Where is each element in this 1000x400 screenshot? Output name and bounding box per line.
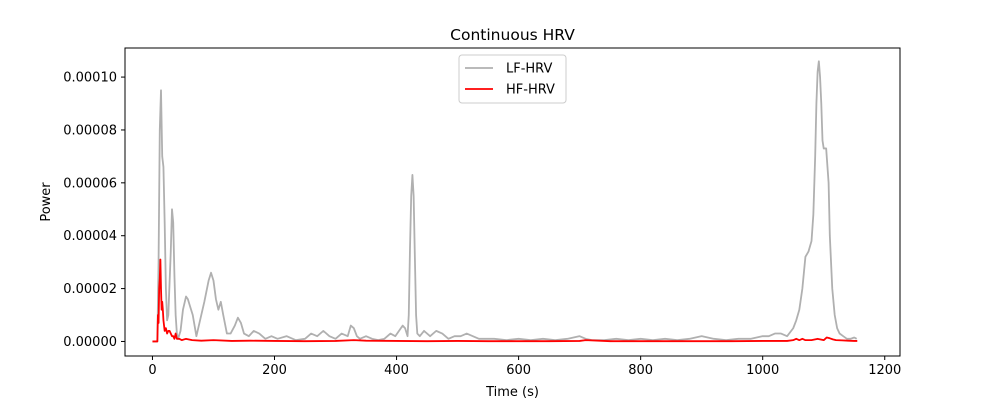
- x-tick-label: 1200: [868, 363, 901, 378]
- x-tick-label: 1000: [746, 363, 779, 378]
- y-tick-label: 0.00002: [63, 282, 117, 297]
- y-axis-label: Power: [39, 182, 54, 222]
- legend: LF-HRV HF-HRV: [458, 54, 567, 104]
- legend-box: [458, 54, 567, 104]
- chart-title: Continuous HRV: [450, 26, 575, 44]
- y-axis-ticks: 0.00000 0.00002 0.00004 0.00006 0.00008 0.000…: [63, 71, 125, 350]
- y-tick-label: 0.00006: [63, 176, 117, 191]
- x-axis-label: Time (s): [485, 385, 539, 400]
- y-tick-label: 0.00004: [63, 229, 117, 244]
- series-layer: [152, 60, 858, 343]
- y-tick-label: 0.00000: [63, 335, 117, 350]
- series-line-lf-hrv: [152, 60, 858, 343]
- series-line-hf-hrv: [152, 258, 858, 343]
- x-tick-label: 400: [384, 363, 409, 378]
- x-tick-label: 800: [628, 363, 653, 378]
- x-tick-label: 200: [262, 363, 287, 378]
- x-tick-label: 600: [506, 363, 531, 378]
- y-tick-label: 0.00010: [63, 71, 117, 86]
- x-axis-ticks: 0 200 400 600 800 1000 1200: [148, 356, 901, 378]
- y-tick-label: 0.00008: [63, 123, 117, 138]
- plot-frame: [124, 47, 901, 357]
- legend-label-hf-hrv: HF-HRV: [506, 83, 555, 98]
- x-tick-label: 0: [148, 363, 156, 378]
- legend-label-lf-hrv: LF-HRV: [506, 62, 553, 77]
